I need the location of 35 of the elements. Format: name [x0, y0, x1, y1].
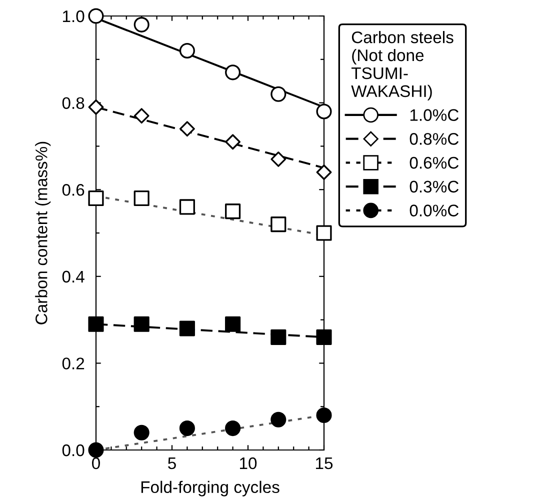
y-tick-label: 0.2: [62, 358, 84, 370]
point: [179, 121, 195, 137]
legend-label: 0.3%C: [410, 180, 459, 193]
point: [88, 316, 104, 332]
point: [134, 108, 150, 124]
y-tick-label: 0.4: [62, 270, 84, 283]
y-tick-label: 0.8: [62, 97, 84, 110]
point: [134, 190, 150, 206]
y-axis-title: Carbon content (mass%): [35, 142, 51, 324]
y-tick-label: 1.0: [62, 10, 84, 22]
point: [270, 216, 286, 232]
point: [316, 225, 332, 241]
legend-label: 1.0%C: [410, 109, 459, 121]
point: [134, 316, 150, 332]
legend-label: 0.0%C: [410, 204, 459, 216]
point: [225, 316, 241, 332]
point: [316, 164, 332, 180]
x-tick-label: 10: [240, 457, 257, 470]
point: [88, 190, 104, 206]
x-tick-label: 5: [168, 458, 176, 470]
x-tick-label: 15: [316, 458, 333, 470]
x-tick-label: 0: [92, 457, 100, 470]
legend-label: 0.6%C: [410, 156, 459, 169]
point: [179, 320, 195, 336]
point: [88, 99, 104, 115]
y-tick-label: 0.6: [62, 184, 84, 196]
x-axis-title: Fold-forging cycles: [141, 480, 280, 496]
point: [270, 329, 286, 345]
point: [316, 329, 332, 345]
legend-label: 0.8%C: [410, 133, 459, 145]
y-tick-label: 0.0: [62, 444, 84, 456]
point: [179, 199, 195, 215]
point: [225, 204, 241, 220]
legend-title: Carbon steels (Not done TSUMI- WAKASHI): [351, 31, 454, 100]
point: [225, 134, 241, 150]
